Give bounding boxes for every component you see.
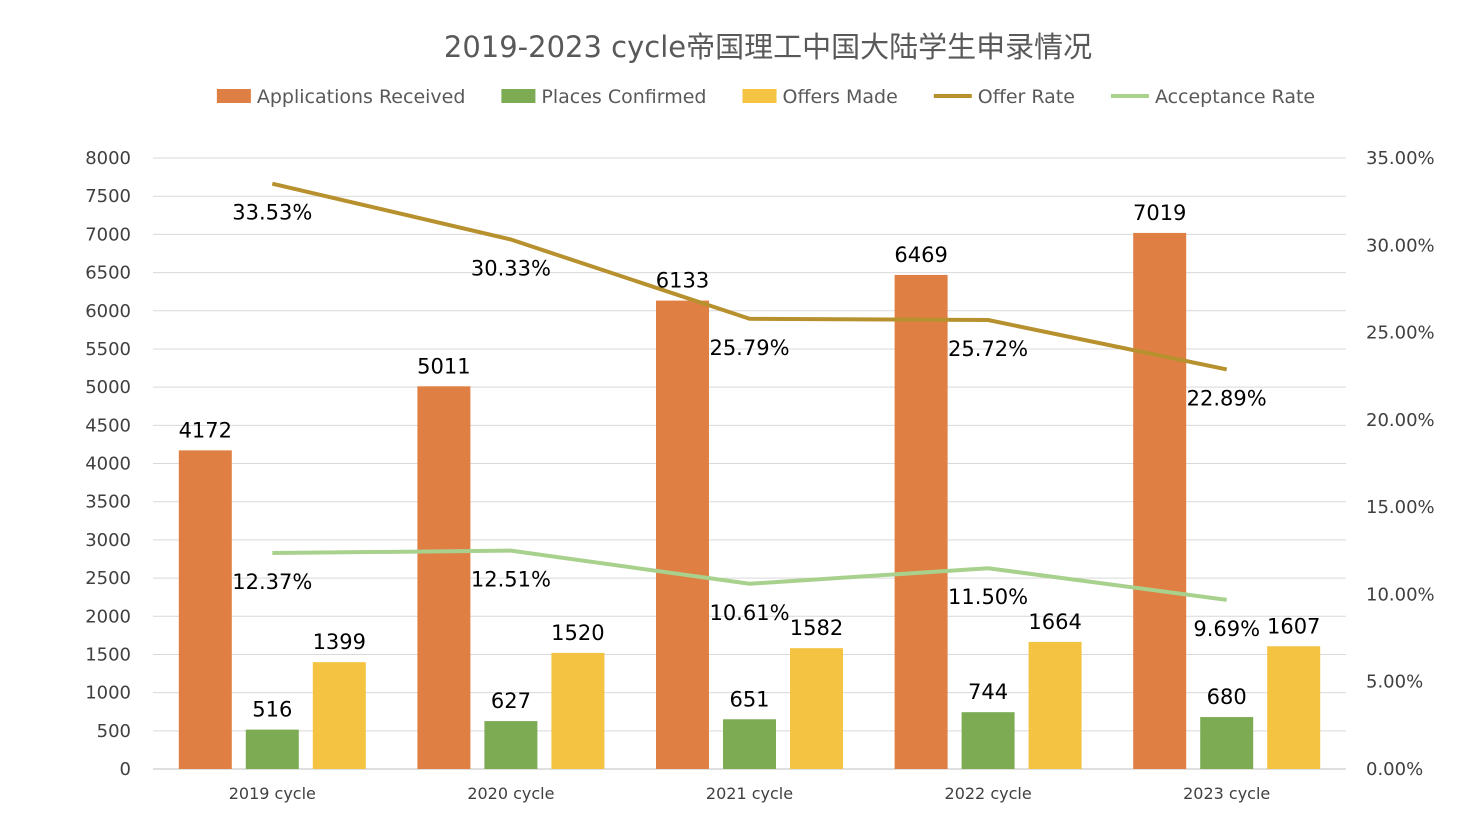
line-data-label: 11.50% [948,585,1028,609]
bar-data-label: 627 [491,689,531,713]
y-left-tick-label: 7000 [85,224,131,245]
bar-applications-received [1133,232,1187,769]
bar-offers-made [1028,641,1082,769]
x-tick-label: 2020 cycle [467,784,554,803]
y-right-tick-label: 30.00% [1366,235,1435,256]
line-data-label: 12.51% [471,568,551,592]
bar-offers-made [312,662,366,769]
bar-data-label: 6469 [894,243,947,267]
bar-places-confirmed [1200,717,1254,769]
bar-data-label: 1399 [313,630,366,654]
y-left-tick-label: 4000 [85,454,131,475]
bar-data-label: 680 [1207,685,1247,709]
legend-label: Offer Rate [978,86,1075,108]
y-left-tick-label: 500 [97,721,131,742]
y-left-tick-label: 8000 [85,148,131,169]
legend-swatch-applications-received [216,89,251,103]
line-data-label: 9.69% [1193,617,1260,641]
y-right-tick-label: 35.00% [1366,148,1435,169]
legend: Applications Received Places Confirmed Off… [216,86,1315,108]
line-data-label: 30.33% [471,257,551,281]
bar-data-label: 651 [729,687,769,711]
bar-data-label: 1664 [1028,610,1081,634]
line-data-label: 22.89% [1187,386,1267,410]
y-right-tick-label: 0.00% [1366,759,1423,780]
bar-data-label: 744 [968,680,1008,704]
line-data-label: 25.79% [709,336,789,360]
y-left-tick-label: 3000 [85,530,131,551]
bar-places-confirmed [484,721,538,769]
line-data-label: 33.53% [232,201,312,225]
bar-offers-made [790,648,843,769]
bar-data-label: 7019 [1133,201,1186,225]
y-right-tick-label: 25.00% [1366,323,1435,344]
bar-offers-made [551,652,605,769]
y-left-tick-label: 1500 [85,644,131,665]
line-data-label: 12.37% [232,570,312,594]
line-data-label: 10.61% [709,601,789,625]
y-left-tick-label: 6500 [85,263,131,284]
bar-places-confirmed [961,712,1015,769]
bar-data-label: 4172 [179,418,232,442]
legend-label: Acceptance Rate [1155,86,1315,108]
bar-offers-made [1267,646,1321,769]
line-offer-rate [271,181,1228,372]
legend-swatch-offers-made [742,89,777,103]
x-axis: 2019 cycle 2020 cycle 2021 cycle 2022 cycle… [229,784,1271,803]
y-right-tick-label: 15.00% [1366,497,1435,518]
line-data-label: 25.72% [948,337,1028,361]
bar-data-label: 516 [252,698,292,722]
y-right-tick-label: 10.00% [1366,584,1435,605]
y-left-tick-label: 3500 [85,492,131,513]
chart-title: 2019-2023 cycle帝国理工中国大陆学生申录情况 [444,30,1092,64]
y-left-tick-label: 2000 [85,606,131,627]
legend-label: Places Confirmed [541,86,706,108]
x-tick-label: 2022 cycle [945,784,1032,803]
lines [271,181,1228,602]
legend-swatch-places-confirmed [501,89,536,103]
y-left-tick-label: 7500 [85,186,131,207]
legend-label: Applications Received [257,86,466,108]
bar-applications-received [178,450,232,769]
y-right-tick-label: 20.00% [1366,410,1435,431]
y-left-tick-label: 5000 [85,377,131,398]
right-axis: 0.00% 5.00% 10.00% 15.00% 20.00% 25.00% 30.00%… [1366,148,1435,780]
bars [178,232,1321,769]
data-labels: 4172 5011 6133 6469 7019 516 627 651 744 680 1399 1… [179,201,1321,722]
y-left-tick-label: 6000 [85,301,131,322]
y-left-tick-label: 2500 [85,568,131,589]
left-axis: 0 500 1000 1500 2000 2500 3000 3500 4000 4500 5000… [85,148,131,780]
legend-label: Offers Made [783,86,898,108]
y-left-tick-label: 0 [120,759,131,780]
bar-data-label: 1520 [551,621,604,645]
x-tick-label: 2023 cycle [1183,784,1270,803]
bar-places-confirmed [723,719,776,769]
y-right-tick-label: 5.00% [1366,672,1423,693]
y-left-tick-label: 4500 [85,415,131,436]
bar-data-label: 1582 [790,616,843,640]
x-tick-label: 2019 cycle [229,784,316,803]
bar-data-label: 6133 [656,269,709,293]
bar-applications-received [656,300,709,769]
y-left-tick-label: 1000 [85,683,131,704]
bar-data-label: 1607 [1267,614,1320,638]
bar-applications-received [894,274,948,769]
bar-applications-received [417,386,471,769]
y-left-tick-label: 5500 [85,339,131,360]
line-acceptance-rate [272,548,1227,602]
bar-places-confirmed [245,729,299,769]
x-tick-label: 2021 cycle [706,784,793,803]
bar-data-label: 5011 [417,354,470,378]
